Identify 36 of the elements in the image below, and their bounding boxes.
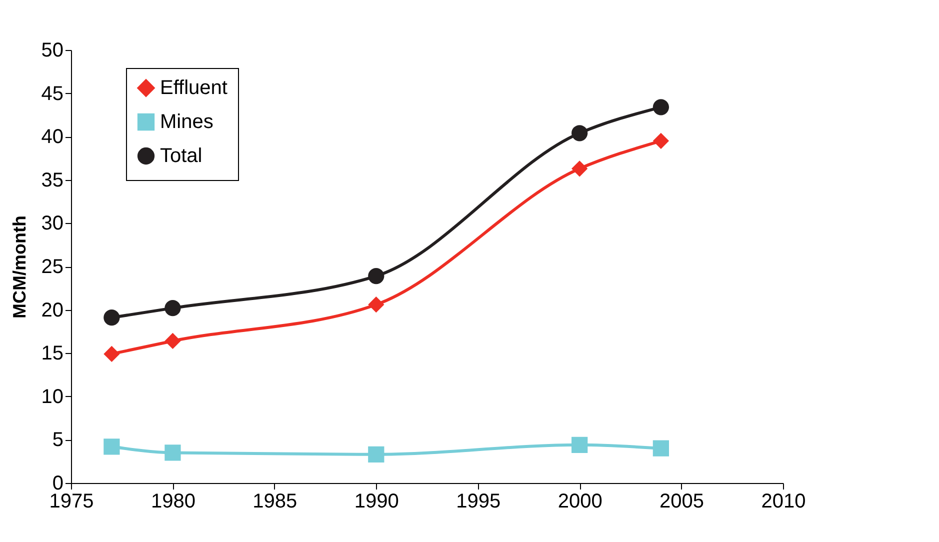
point (164, 300, 181, 316)
x-tick-label: 2010 (761, 490, 806, 512)
legend-label: Total (160, 145, 202, 167)
point (652, 132, 670, 149)
point (572, 436, 588, 453)
legend-label: Effluent (160, 77, 228, 99)
x-tick-label: 1980 (150, 490, 196, 512)
point (652, 99, 670, 116)
point (368, 268, 384, 284)
y-tick-label: 20 (41, 299, 64, 322)
x-tick-label: 2000 (558, 490, 602, 512)
point (104, 346, 120, 362)
y-tick-label: 10 (41, 386, 64, 408)
y-tick-label: 40 (41, 126, 64, 148)
point (368, 296, 384, 313)
point (164, 332, 181, 350)
point (652, 440, 670, 456)
y-tick-label: 35 (41, 169, 64, 192)
point (104, 438, 120, 455)
x-tick-label: 2005 (660, 490, 704, 512)
point (368, 446, 384, 462)
legend-label: Mines (160, 111, 214, 133)
point (164, 444, 181, 461)
x-tick-label: 1985 (252, 490, 298, 512)
x-tick-label: 1990 (354, 490, 399, 512)
y-tick-label: 15 (41, 342, 64, 365)
y-axis-title: MCM/month (9, 216, 30, 318)
x-tick-label: 1995 (456, 490, 501, 512)
y-tick-label: 5 (52, 429, 64, 452)
y-tick-label: 25 (41, 256, 64, 278)
point (572, 160, 588, 177)
y-tick-label: 50 (41, 40, 64, 62)
y-tick-label: 30 (41, 212, 64, 235)
point (104, 310, 120, 326)
point (572, 125, 588, 142)
y-tick-label: 45 (41, 82, 64, 105)
